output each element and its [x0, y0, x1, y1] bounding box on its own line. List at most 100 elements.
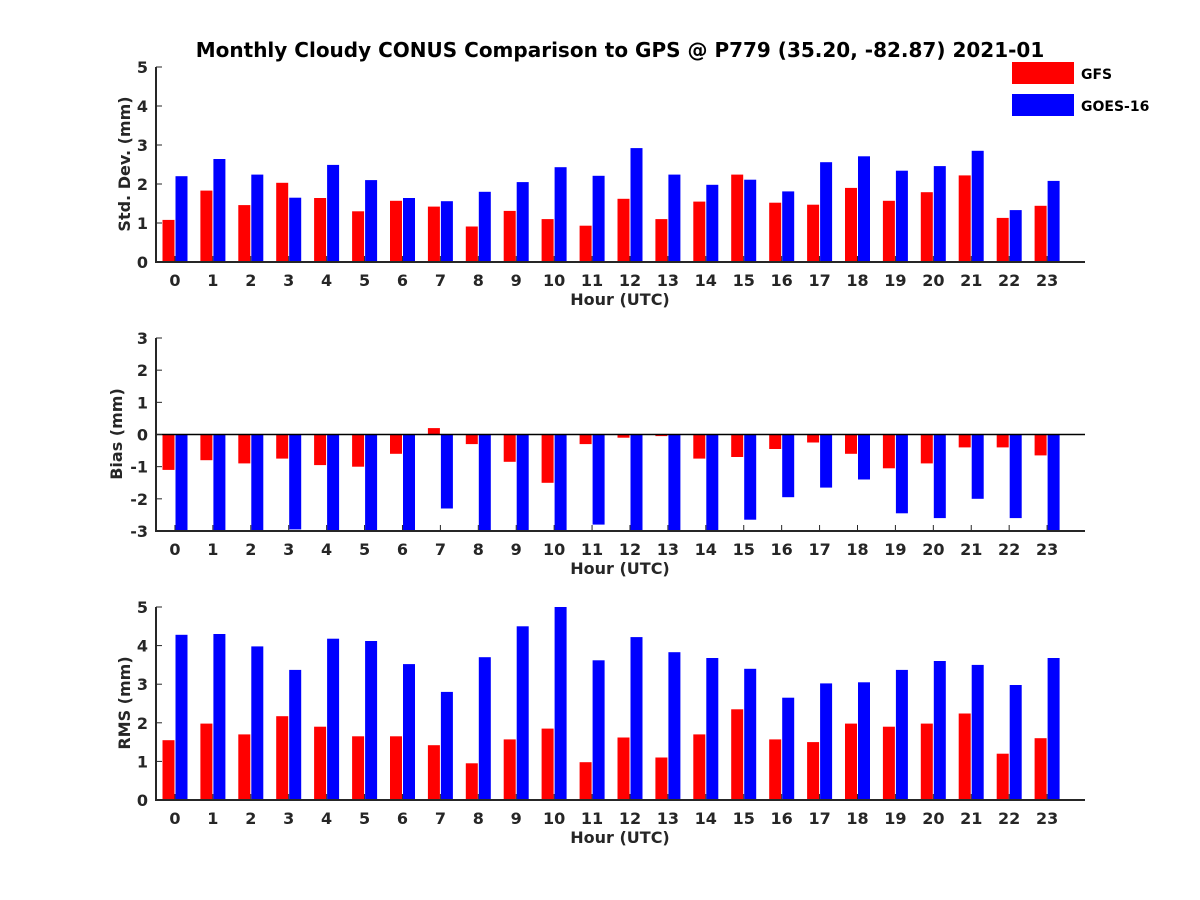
bias-bar-goes16-1 [213, 434, 226, 531]
bias-bar-gfs-13 [655, 434, 668, 437]
std-dev-bar-gfs-7 [427, 206, 440, 262]
std-dev-ytick-label: 1 [137, 214, 148, 233]
std-dev-bar-goes16-9 [516, 182, 529, 262]
legend: GFS GOES-16 [1012, 62, 1149, 116]
legend-label-goes16: GOES-16 [1081, 99, 1149, 115]
bias-bar-goes16-12 [630, 434, 643, 531]
std-dev-xtick-label: 11 [581, 271, 603, 290]
rms-xtick-label: 18 [846, 809, 868, 828]
std-dev-xtick-label: 3 [283, 271, 294, 290]
rms-bar-goes16-19 [895, 669, 908, 800]
bias-xtick-label: 7 [435, 540, 446, 559]
std-dev-xtick-label: 8 [473, 271, 484, 290]
bias-ytick-label: 3 [137, 329, 148, 348]
bias-bar-gfs-15 [731, 434, 744, 457]
bias-xtick-label: 11 [581, 540, 603, 559]
rms-xtick-label: 14 [695, 809, 717, 828]
std-dev-bar-gfs-22 [996, 217, 1009, 262]
bias-xtick-label: 12 [619, 540, 641, 559]
bias-xtick-label: 3 [283, 540, 294, 559]
rms-bar-goes16-23 [1047, 658, 1060, 800]
bias-ytick-label: 1 [137, 393, 148, 412]
rms-bar-gfs-7 [427, 745, 440, 800]
rms-xlabel: Hour (UTC) [570, 828, 670, 847]
rms-bar-goes16-18 [858, 682, 870, 800]
bias-bar-gfs-20 [920, 434, 933, 464]
std-dev-ytick-label: 4 [137, 97, 148, 116]
rms-xtick-label: 22 [998, 809, 1020, 828]
bias-bar-goes16-20 [933, 434, 946, 519]
rms-bar-goes16-17 [820, 683, 833, 800]
std-dev-bar-goes16-18 [858, 156, 870, 262]
std-dev-bar-goes16-15 [744, 179, 757, 262]
rms-bar-gfs-13 [655, 757, 668, 800]
std-dev-bar-gfs-12 [617, 198, 630, 262]
bias-xlabel: Hour (UTC) [570, 559, 670, 578]
legend-swatch-goes16 [1012, 94, 1074, 116]
bias-xtick-label: 0 [169, 540, 180, 559]
rms-xtick-label: 13 [657, 809, 679, 828]
bias-bar-goes16-2 [251, 434, 264, 531]
std-dev-xtick-label: 5 [359, 271, 370, 290]
bias-bar-goes16-4 [327, 434, 340, 531]
std-dev-bar-gfs-1 [200, 190, 213, 262]
std-dev-bar-goes16-12 [630, 148, 643, 262]
std-dev-bar-goes16-6 [403, 198, 415, 262]
rms-xtick-label: 21 [960, 809, 982, 828]
rms-bar-goes16-1 [213, 634, 226, 800]
rms-bar-goes16-12 [630, 637, 643, 800]
std-dev-bar-goes16-2 [251, 174, 264, 262]
std-dev-ytick-label: 0 [137, 253, 148, 272]
rms-xtick-label: 12 [619, 809, 641, 828]
rms-xtick-label: 9 [511, 809, 522, 828]
rms-bar-goes16-22 [1009, 685, 1022, 800]
bias-ytick-label: 0 [137, 426, 148, 445]
bias-bar-goes16-18 [858, 434, 870, 480]
rms-bar-gfs-14 [693, 734, 706, 800]
legend-swatch-gfs [1012, 62, 1074, 84]
bias-bar-goes16-9 [516, 434, 529, 531]
chart-title: Monthly Cloudy CONUS Comparison to GPS @… [196, 38, 1045, 62]
bias-ytick-label: -2 [130, 490, 148, 509]
bias-bar-goes16-5 [365, 434, 378, 531]
bias-bar-gfs-7 [427, 428, 440, 435]
rms-bar-goes16-3 [289, 669, 302, 800]
bias-bar-gfs-22 [996, 434, 1009, 448]
rms-bar-goes16-5 [365, 641, 378, 800]
rms-bar-goes16-2 [251, 646, 264, 800]
rms-bar-gfs-22 [996, 753, 1009, 800]
bias-xtick-label: 18 [846, 540, 868, 559]
bias-xtick-label: 8 [473, 540, 484, 559]
bias-bar-gfs-12 [617, 434, 630, 438]
std-dev-bar-goes16-3 [289, 197, 302, 262]
bias-xtick-label: 14 [695, 540, 717, 559]
bias-bar-gfs-19 [882, 434, 895, 469]
rms-ytick-label: 3 [137, 675, 148, 694]
bias-bar-gfs-1 [200, 434, 213, 461]
bias-xtick-label: 4 [321, 540, 332, 559]
bias-xtick-label: 21 [960, 540, 982, 559]
std-dev-xtick-label: 16 [771, 271, 793, 290]
rms-bar-goes16-9 [516, 626, 529, 800]
rms-bar-gfs-6 [390, 736, 402, 800]
std-dev-bar-goes16-10 [554, 167, 567, 262]
rms-xtick-label: 20 [922, 809, 944, 828]
std-dev-bar-gfs-10 [541, 219, 554, 262]
rms-xtick-label: 4 [321, 809, 332, 828]
std-dev-bar-gfs-5 [352, 211, 365, 262]
std-dev-bar-gfs-6 [390, 200, 402, 262]
std-dev-bar-gfs-14 [693, 201, 706, 262]
std-dev-bar-gfs-19 [882, 200, 895, 262]
std-dev-bar-goes16-1 [213, 159, 226, 262]
std-dev-ytick-label: 2 [137, 175, 148, 194]
std-dev-bar-goes16-4 [327, 164, 340, 262]
bias-xtick-label: 19 [884, 540, 906, 559]
bias-bar-gfs-21 [958, 434, 971, 448]
rms-bar-gfs-17 [807, 742, 820, 800]
rms-bar-gfs-1 [200, 723, 213, 800]
std-dev-bar-goes16-5 [365, 180, 378, 262]
rms-bar-gfs-21 [958, 713, 971, 800]
std-dev-xtick-label: 19 [884, 271, 906, 290]
